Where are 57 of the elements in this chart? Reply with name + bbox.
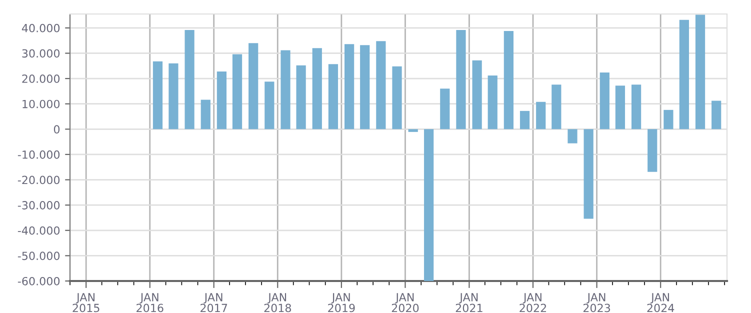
x-tick-label: JAN 2022 — [520, 293, 546, 312]
y-tick-label: -40.000 — [18, 226, 60, 235]
bar — [664, 110, 674, 130]
bar — [376, 41, 386, 130]
bar — [344, 44, 354, 130]
x-tick-label: JAN 2015 — [72, 293, 100, 312]
x-tick-label: JAN 2024 — [647, 293, 674, 312]
y-tick-label: 30.000 — [22, 49, 60, 58]
y-tick-label: 40.000 — [22, 24, 60, 32]
bar — [280, 50, 290, 130]
bar — [184, 30, 194, 130]
bar — [200, 100, 210, 130]
x-tick-label: JAN 2016 — [136, 293, 164, 312]
x-tick-label: JAN 2023 — [583, 293, 610, 312]
bar — [216, 71, 227, 130]
bar — [552, 84, 562, 130]
bar — [312, 48, 322, 130]
bar — [679, 20, 689, 130]
bar — [631, 84, 642, 130]
bar — [392, 66, 402, 130]
y-tick-label: -30.000 — [18, 201, 60, 210]
bar — [615, 86, 626, 130]
y-tick-label: -60.000 — [18, 276, 60, 286]
y-tick-label: -10.000 — [18, 150, 60, 159]
bar — [424, 129, 434, 281]
bar — [264, 82, 274, 130]
bar — [648, 129, 658, 172]
bar — [296, 65, 306, 130]
bar — [456, 30, 466, 130]
bar — [695, 14, 706, 130]
y-tick-label: -20.000 — [18, 176, 60, 184]
bar — [488, 76, 498, 130]
bar — [568, 129, 578, 144]
bar — [360, 45, 370, 130]
bar — [600, 72, 610, 130]
bar — [232, 54, 242, 130]
y-tick-label: -50.000 — [18, 252, 60, 260]
bar — [440, 88, 450, 130]
bar — [520, 110, 530, 130]
y-tick-label: 0 — [54, 125, 60, 134]
bar — [472, 60, 482, 130]
x-tick-label: JAN 2017 — [200, 293, 228, 312]
bar — [712, 100, 722, 130]
bar — [328, 64, 338, 130]
bar — [168, 63, 178, 130]
bar — [248, 43, 258, 130]
x-tick-label: JAN 2021 — [456, 293, 482, 312]
bar — [504, 30, 514, 130]
bar — [584, 129, 594, 219]
x-tick-label: JAN 2020 — [392, 293, 419, 312]
x-tick-label: JAN 2018 — [264, 293, 292, 312]
bar — [408, 129, 418, 132]
x-tick-label: JAN 2019 — [328, 293, 355, 312]
bar — [152, 61, 163, 130]
bar — [536, 102, 546, 130]
y-tick-label: 20.000 — [22, 74, 60, 83]
y-tick-label: 10.000 — [22, 100, 60, 108]
